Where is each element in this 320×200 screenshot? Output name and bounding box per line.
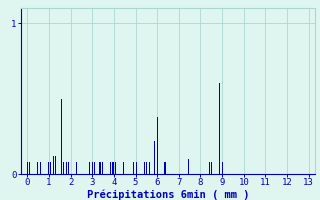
Bar [209, 162, 210, 174]
Bar [60, 99, 62, 174]
Bar [50, 162, 51, 174]
Bar [76, 162, 77, 174]
Bar [92, 162, 93, 174]
Bar [94, 162, 95, 174]
Bar [123, 162, 124, 174]
Bar [68, 162, 69, 174]
Bar [112, 162, 114, 174]
Bar [146, 162, 147, 174]
Bar [164, 162, 165, 174]
Bar [40, 162, 41, 174]
Bar [154, 141, 155, 174]
Bar [55, 156, 56, 174]
Bar [37, 162, 38, 174]
Bar [89, 162, 90, 174]
Bar [144, 162, 145, 174]
Bar [149, 162, 150, 174]
Bar [102, 162, 103, 174]
Bar [110, 162, 111, 174]
Bar [115, 162, 116, 174]
Bar [156, 117, 158, 174]
Bar [136, 162, 137, 174]
Bar [219, 83, 220, 174]
Bar [53, 156, 54, 174]
Bar [188, 159, 189, 174]
Bar [29, 162, 30, 174]
Bar [63, 162, 64, 174]
Bar [27, 162, 28, 174]
Bar [133, 162, 134, 174]
X-axis label: Précipitations 6min ( mm ): Précipitations 6min ( mm ) [87, 190, 249, 200]
Bar [48, 162, 49, 174]
Bar [221, 162, 223, 174]
Bar [66, 162, 67, 174]
Bar [211, 162, 212, 174]
